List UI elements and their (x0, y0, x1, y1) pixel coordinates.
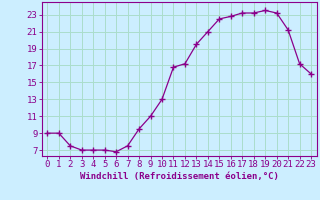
X-axis label: Windchill (Refroidissement éolien,°C): Windchill (Refroidissement éolien,°C) (80, 172, 279, 181)
